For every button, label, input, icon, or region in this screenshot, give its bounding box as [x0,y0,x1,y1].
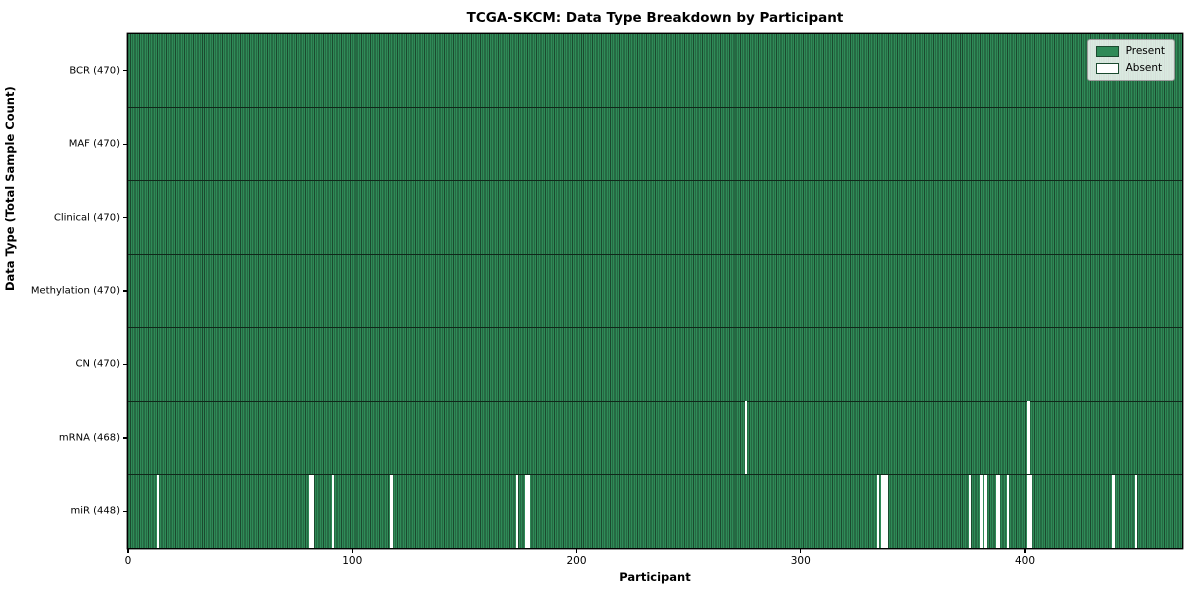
absent-cell-mRNA-275 [744,401,748,475]
absent-cell-miR-388 [997,474,1001,548]
absent-cell-miR-117 [390,474,393,548]
legend-item-absent: Absent [1095,62,1165,75]
legend-item-present: Present [1095,45,1165,58]
y-tick-label-CN: CN (470) [75,358,120,370]
absent-cell-miR-82 [311,474,315,548]
y-tick [123,216,127,219]
x-tick-label-200: 200 [566,555,587,567]
y-tick-label-Clinical: Clinical (470) [53,212,120,224]
row-separator [128,253,1182,255]
x-tick-label-0: 0 [124,555,132,567]
present-swatch [1095,46,1119,57]
x-tick [575,549,578,553]
absent-cell-miR-334 [876,474,880,548]
absent-cell-mRNA-401 [1027,401,1030,475]
absent-cell-miR-439 [1112,474,1115,548]
x-axis-label: Participant [619,570,691,584]
y-tick-label-mRNA: mRNA (468) [58,432,120,444]
y-tick [123,437,127,439]
y-tick [123,510,127,512]
y-tick-label-MAF: MAF (470) [68,138,120,150]
absent-cell-miR-382 [984,474,987,548]
chart-title: TCGA-SKCM: Data Type Breakdown by Partic… [466,10,844,26]
absent-cell-miR-449 [1134,474,1138,548]
present-bars-texture [128,34,1182,548]
y-tick-label-Methylation: Methylation (470) [30,285,120,297]
absent-cell-miR-13 [156,474,160,548]
row-separator [128,474,1182,476]
absent-cell-miR-375 [968,474,972,548]
legend-label-present: Present [1125,45,1165,58]
absent-cell-miR-81 [309,474,312,548]
y-axis-label: Data Type (Total Sample Count) [3,86,17,291]
y-tick [123,70,127,72]
absent-cell-miR-380 [979,474,983,548]
absent-cell-miR-336 [881,474,884,548]
x-tick [800,549,802,553]
y-tick [123,290,127,292]
absent-cell-miR-91 [331,474,335,548]
x-tick [351,549,353,553]
absent-cell-miR-387 [995,474,999,548]
x-tick [127,549,129,553]
absent-cell-miR-177 [524,474,528,548]
x-tick-label-400: 400 [1014,555,1036,567]
absent-cell-miR-392 [1006,474,1010,548]
row-separator [128,106,1182,108]
y-tick [123,143,127,145]
absent-cell-miR-401 [1027,474,1030,548]
legend-label-absent: Absent [1125,62,1163,75]
x-tick [1024,549,1026,553]
absent-swatch [1095,63,1119,74]
x-tick-label-300: 300 [790,555,811,567]
y-tick-label-BCR: BCR (470) [69,65,120,77]
plot-area: BCR (470) MAF (470) Clinical (470) Methylat… [31,34,1182,567]
absent-cell-miR-402 [1029,474,1032,548]
legend: Present Absent [1086,39,1175,81]
absent-cell-miR-173 [515,474,519,548]
absent-cell-miR-337 [883,474,887,548]
row-separator [128,180,1182,182]
absent-cell-miR-338 [885,474,889,548]
y-tick-label-miR: miR (448) [70,505,120,517]
x-tick-label-100: 100 [342,555,363,567]
row-separator [128,327,1182,329]
absent-cell-miR-178 [526,474,530,548]
row-separator [128,400,1182,402]
y-tick [123,363,127,366]
